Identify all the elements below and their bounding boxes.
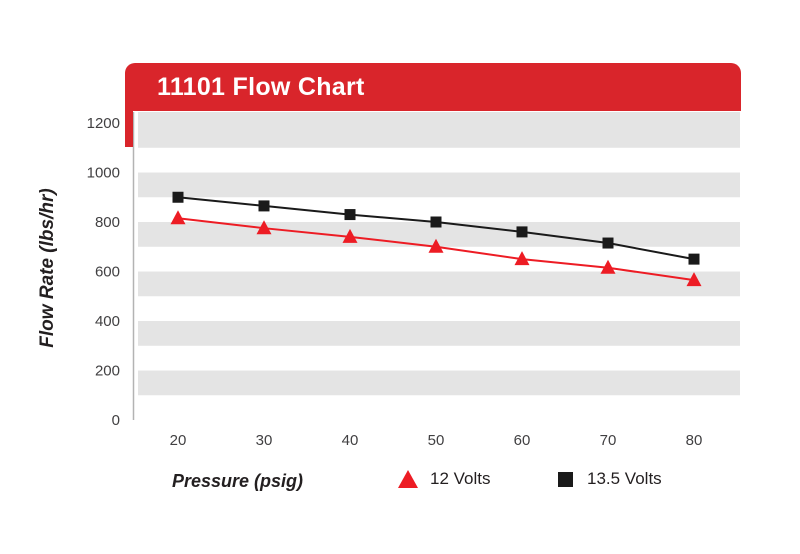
svg-text:1000: 1000 — [87, 165, 120, 182]
svg-text:30: 30 — [256, 432, 273, 449]
legend-label-13-5-volts: 13.5 Volts — [587, 469, 662, 488]
chart-header-bar: 11101 Flow Chart — [125, 63, 741, 111]
square-marker-icon — [558, 471, 573, 487]
legend-label-12-volts: 12 Volts — [430, 469, 491, 488]
svg-text:50: 50 — [428, 432, 445, 449]
svg-text:800: 800 — [95, 214, 120, 231]
svg-text:70: 70 — [600, 432, 617, 449]
svg-text:20: 20 — [170, 432, 187, 449]
svg-text:600: 600 — [95, 264, 120, 281]
triangle-marker-icon — [398, 470, 418, 488]
chart-title: 11101 Flow Chart — [157, 73, 365, 101]
legend-item-13-5-volts: 13.5 Volts — [556, 469, 662, 489]
legend-item-12-volts: 12 Volts — [398, 469, 491, 489]
svg-text:60: 60 — [514, 432, 531, 449]
svg-text:80: 80 — [686, 432, 703, 449]
x-axis-title: Pressure (psig) — [172, 471, 304, 491]
svg-text:40: 40 — [342, 432, 359, 449]
header-corner-accent — [125, 111, 133, 147]
svg-text:0: 0 — [112, 412, 120, 429]
y-axis-title: Flow Rate (lbs/hr) — [37, 188, 58, 348]
svg-text:1200: 1200 — [87, 115, 120, 132]
svg-text:200: 200 — [95, 363, 120, 380]
svg-text:400: 400 — [95, 313, 120, 330]
